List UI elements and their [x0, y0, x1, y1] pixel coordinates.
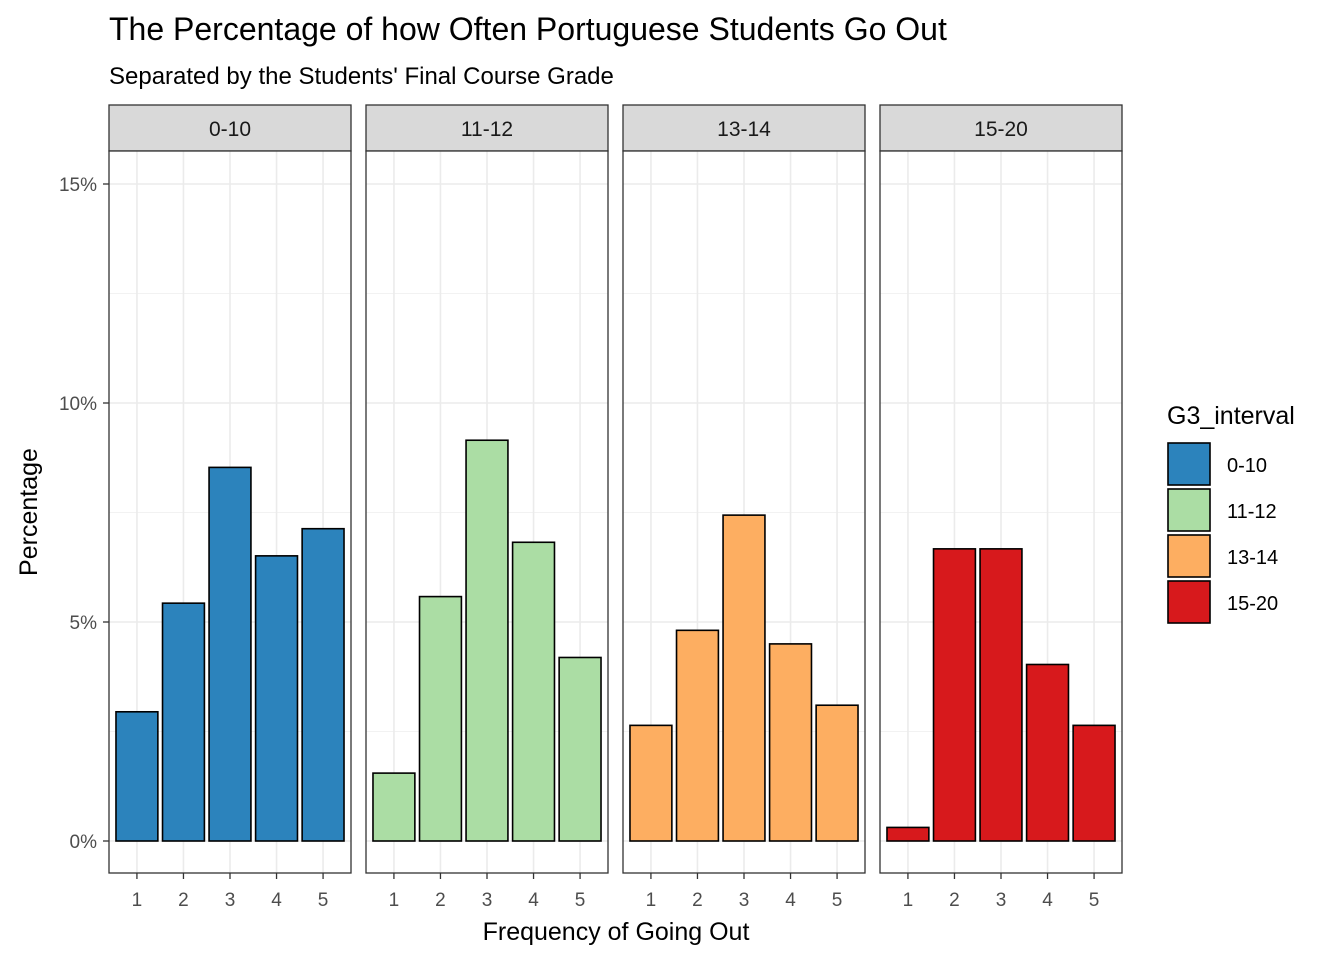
bar-0-10-4: [254, 555, 299, 842]
bar-15-20-4: [1025, 663, 1070, 842]
x-tick-label: 5: [1089, 890, 1100, 911]
x-tick-label: 2: [435, 890, 446, 911]
facet-panel-0-10: 0-10 1 2 3 4 5: [108, 104, 352, 911]
bar-15-20-1: [886, 826, 930, 842]
bar-13-14-4: [768, 643, 813, 842]
bar-11-12-3: [465, 439, 509, 842]
bar-13-14-3: [722, 514, 766, 842]
bar-0-10-3: [208, 466, 252, 842]
legend-label: 0-10: [1227, 455, 1267, 477]
x-tick-label: 2: [692, 890, 703, 911]
x-tick-label: 1: [132, 890, 143, 911]
facet-strip: [622, 104, 866, 152]
legend-key-11-12: [1167, 488, 1211, 532]
legend-label: 13-14: [1227, 547, 1278, 569]
x-tick-label: 5: [832, 890, 843, 911]
facet-strip: [108, 104, 352, 152]
x-tick-label: 5: [318, 890, 329, 911]
x-tick-label: 3: [996, 890, 1007, 911]
x-axis-title: Frequency of Going Out: [483, 918, 750, 946]
facet-panel-13-14: 13-14 1 2 3 4 5: [622, 104, 866, 911]
bar-15-20-2: [932, 548, 977, 842]
legend: G3_interval 0-10 11-12 13-14 15-20: [1167, 402, 1295, 624]
legend-key-15-20: [1167, 580, 1211, 624]
bar-11-12-5: [558, 656, 602, 842]
x-tick-label: 3: [225, 890, 236, 911]
facet-panel-15-20: 15-20 1 2 3 4 5: [879, 104, 1123, 911]
bar-0-10-5: [301, 527, 345, 842]
bar-0-10-2: [161, 602, 206, 842]
facet-strip-label: 13-14: [717, 118, 771, 141]
x-tick-label: 5: [575, 890, 586, 911]
facet-strip-label: 0-10: [209, 118, 251, 141]
chart-subtitle: Separated by the Students' Final Course …: [109, 63, 614, 90]
x-tick-label: 1: [903, 890, 914, 911]
legend-title: G3_interval: [1167, 402, 1295, 430]
bar-11-12-2: [418, 595, 463, 842]
x-tick-label: 1: [389, 890, 400, 911]
bar-11-12-4: [511, 541, 556, 842]
chart-title: The Percentage of how Often Portuguese S…: [109, 11, 947, 47]
y-tick-label: 10%: [59, 394, 97, 415]
bar-15-20-5: [1072, 724, 1116, 842]
x-tick-label: 1: [646, 890, 657, 911]
x-tick-label: 2: [949, 890, 960, 911]
facet-panel-11-12: 11-12 1 2 3 4 5: [365, 104, 609, 911]
legend-label: 15-20: [1227, 593, 1278, 615]
x-tick-label: 3: [739, 890, 750, 911]
legend-key-0-10: [1167, 442, 1211, 486]
facet-strip-label: 15-20: [974, 118, 1028, 141]
bar-15-20-3: [979, 548, 1023, 842]
facet-strip: [365, 104, 609, 152]
bar-0-10-1: [115, 710, 159, 842]
y-tick-label: 0%: [70, 832, 98, 853]
x-tick-label: 4: [271, 890, 282, 911]
legend-label: 11-12: [1227, 501, 1277, 523]
y-tick-label: 5%: [70, 613, 98, 634]
x-tick-label: 3: [482, 890, 493, 911]
bar-13-14-5: [815, 704, 859, 842]
bar-13-14-1: [629, 724, 673, 842]
x-tick-label: 4: [1042, 890, 1053, 911]
x-tick-label: 4: [785, 890, 796, 911]
y-tick-label: 15%: [59, 175, 97, 196]
x-tick-label: 2: [178, 890, 189, 911]
bar-11-12-1: [372, 772, 416, 842]
facet-strip-label: 11-12: [461, 118, 513, 141]
y-axis: 0% 5% 10% 15%: [59, 175, 109, 853]
facet-strip: [879, 104, 1123, 152]
bar-13-14-2: [675, 629, 720, 842]
y-axis-title: Percentage: [15, 448, 43, 576]
legend-key-13-14: [1167, 534, 1211, 578]
x-tick-label: 4: [528, 890, 539, 911]
facet-panels: 0-10 1 2 3 4 5 11-12 1 2 3 4 5 13-14 1 2 3 4 5 15-20 1 2 3 4 5: [108, 104, 1123, 911]
